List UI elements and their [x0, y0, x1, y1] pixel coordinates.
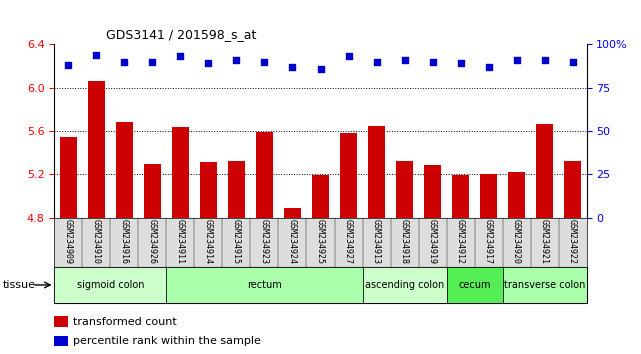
Point [63, 62, 74, 68]
Point [344, 53, 354, 59]
Bar [480, 175, 497, 218]
Bar [167, 267, 363, 303]
Text: transformed count: transformed count [73, 317, 177, 327]
Point [371, 59, 381, 64]
Text: GSM234925: GSM234925 [316, 219, 325, 264]
Text: transverse colon: transverse colon [504, 280, 585, 290]
Bar [396, 161, 413, 218]
Text: GSM234912: GSM234912 [456, 219, 465, 264]
Point [455, 61, 465, 66]
Bar [144, 164, 161, 218]
Text: GSM234918: GSM234918 [400, 219, 409, 264]
Text: GSM234920: GSM234920 [512, 219, 521, 264]
Bar [312, 176, 329, 218]
Point [567, 59, 578, 64]
Text: GSM234917: GSM234917 [484, 219, 493, 264]
Bar [228, 161, 245, 218]
Text: GSM234913: GSM234913 [372, 219, 381, 264]
Point [147, 59, 158, 64]
Bar [368, 126, 385, 218]
Bar [54, 316, 68, 327]
Point [203, 61, 213, 66]
Text: sigmoid colon: sigmoid colon [77, 280, 144, 290]
Bar [508, 172, 525, 218]
Bar [452, 176, 469, 218]
Bar [447, 267, 503, 303]
Text: GSM234914: GSM234914 [204, 219, 213, 264]
Text: GSM234910: GSM234910 [92, 219, 101, 264]
Bar [503, 267, 587, 303]
Text: percentile rank within the sample: percentile rank within the sample [73, 336, 261, 346]
Point [119, 59, 129, 64]
Text: GSM234909: GSM234909 [64, 219, 73, 264]
Text: GSM234923: GSM234923 [260, 219, 269, 264]
Text: GSM234911: GSM234911 [176, 219, 185, 264]
Text: GSM234916: GSM234916 [120, 219, 129, 264]
Text: cecum: cecum [458, 280, 491, 290]
Bar [54, 267, 167, 303]
Text: GSM234924: GSM234924 [288, 219, 297, 264]
Text: GDS3141 / 201598_s_at: GDS3141 / 201598_s_at [106, 28, 256, 41]
Bar [200, 162, 217, 218]
Text: ascending colon: ascending colon [365, 280, 444, 290]
Point [315, 66, 326, 72]
Bar [60, 137, 77, 218]
Text: rectum: rectum [247, 280, 282, 290]
Point [483, 64, 494, 70]
Bar [172, 127, 189, 218]
Bar [256, 132, 273, 218]
Bar [564, 161, 581, 218]
Text: GSM234919: GSM234919 [428, 219, 437, 264]
Text: GSM234921: GSM234921 [540, 219, 549, 264]
Point [287, 64, 297, 70]
Bar [284, 208, 301, 218]
Point [428, 59, 438, 64]
Bar [424, 165, 441, 218]
Bar [536, 125, 553, 218]
Point [539, 57, 549, 63]
Point [399, 57, 410, 63]
Point [92, 52, 102, 57]
Text: tissue: tissue [3, 280, 36, 290]
Point [231, 57, 242, 63]
Bar [54, 336, 68, 346]
Point [176, 53, 186, 59]
Text: GSM234927: GSM234927 [344, 219, 353, 264]
Bar [116, 122, 133, 218]
Point [512, 57, 522, 63]
Text: GSM234915: GSM234915 [232, 219, 241, 264]
Bar [88, 81, 105, 218]
Point [260, 59, 270, 64]
Bar [340, 133, 357, 218]
Text: GSM234922: GSM234922 [568, 219, 577, 264]
Text: GSM234926: GSM234926 [148, 219, 157, 264]
Bar [363, 267, 447, 303]
